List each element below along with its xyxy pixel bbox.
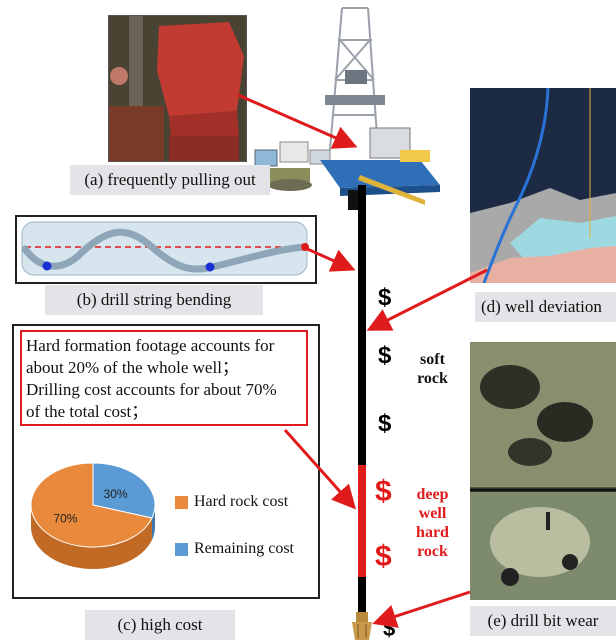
caption-b: (b) drill string bending <box>45 285 263 315</box>
drill-string-hard-section <box>358 465 366 577</box>
cost-dollar-sign: $ <box>378 410 392 437</box>
hard-rock-label-line: rock <box>417 543 448 560</box>
pie-data-label: 70% <box>53 512 77 526</box>
high-cost-dollar-sign: $ <box>375 540 392 573</box>
hard-rock-label-line: well <box>418 505 447 522</box>
legend-swatch-hard-rock <box>175 495 188 509</box>
drill-string-soft-section <box>358 185 366 465</box>
soft-rock-label: soft rock <box>405 350 460 388</box>
legend-label-remaining: Remaining cost <box>194 540 294 557</box>
soft-rock-label-line: rock <box>417 370 448 387</box>
legend-hard-rock: Hard rock cost <box>175 493 288 511</box>
cost-note-line: Hard formation footage accounts for <box>26 336 275 355</box>
hard-rock-label-line: hard <box>416 524 449 541</box>
well-deviation-figure <box>470 88 616 283</box>
drill-bit-icon <box>352 612 372 640</box>
caption-e: (e) drill bit wear <box>470 606 616 636</box>
cost-pie-chart: 30% 70% <box>30 462 156 569</box>
caption-d: (d) well deviation <box>475 292 616 322</box>
cost-dollar-sign: $ <box>378 284 392 311</box>
pie-slice-remaining <box>92 462 156 519</box>
pie-slice-hard-rock <box>30 462 153 548</box>
cost-note-line: Drilling cost accounts for about 70% <box>26 380 277 399</box>
high-cost-dollar-sign: $ <box>375 475 392 508</box>
cost-dollar-sign: $ <box>378 342 392 369</box>
cost-note-box: Hard formation footage accounts for abou… <box>20 330 308 426</box>
legend-label-hard-rock: Hard rock cost <box>194 493 289 510</box>
legend-swatch-remaining <box>175 542 188 556</box>
pie-slice-side <box>151 505 155 540</box>
soft-rock-label-line: soft <box>420 351 445 368</box>
legend-remaining: Remaining cost <box>175 540 294 558</box>
drill-string-bending-figure <box>15 215 317 284</box>
pie-slice-side <box>31 505 152 569</box>
hard-rock-label: deep well hard rock <box>405 485 460 561</box>
drill-bit-wear-photo <box>470 342 616 600</box>
drilling-rig-illustration <box>254 7 440 210</box>
caption-a: (a) frequently pulling out <box>70 165 270 195</box>
pie-data-label: 30% <box>104 487 128 501</box>
cost-note-line: of the total cost； <box>26 402 149 421</box>
cost-note-line: about 20% of the whole well； <box>26 358 239 377</box>
caption-c: (c) high cost <box>85 610 235 640</box>
cost-dollar-sign: $ <box>383 616 396 641</box>
drill-string-lower-section <box>358 577 366 617</box>
pulling-out-photo <box>108 15 247 162</box>
hard-rock-label-line: deep <box>416 486 449 503</box>
